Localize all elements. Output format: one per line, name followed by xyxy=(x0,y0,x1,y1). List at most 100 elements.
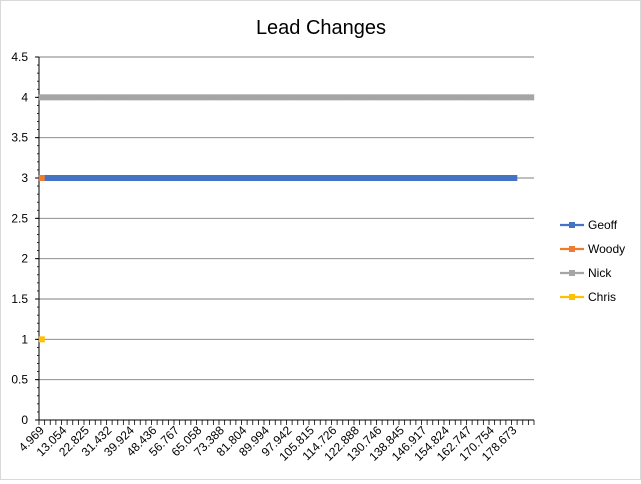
data-point xyxy=(140,94,147,101)
series-chris xyxy=(38,336,45,343)
data-point xyxy=(83,175,90,181)
data-point xyxy=(303,94,310,101)
data-point xyxy=(230,94,237,101)
data-point xyxy=(455,175,462,181)
data-point xyxy=(449,94,456,101)
data-point xyxy=(218,175,225,181)
legend-marker xyxy=(569,246,575,252)
data-point xyxy=(494,94,501,101)
data-point xyxy=(516,94,523,101)
chart-title: Lead Changes xyxy=(256,17,386,39)
data-point xyxy=(213,94,220,101)
data-point xyxy=(258,175,265,181)
y-tick-label: 4.5 xyxy=(11,50,28,64)
series-group xyxy=(38,94,535,343)
data-point xyxy=(505,175,512,181)
data-point xyxy=(303,175,310,181)
data-point xyxy=(280,175,287,181)
data-point xyxy=(263,94,270,101)
data-point xyxy=(471,94,478,101)
data-point xyxy=(308,94,315,101)
data-point xyxy=(269,175,276,181)
data-point xyxy=(246,175,253,181)
data-point xyxy=(89,94,96,101)
data-point xyxy=(145,175,152,181)
data-point xyxy=(156,94,163,101)
data-point xyxy=(426,175,433,181)
data-point xyxy=(61,94,68,101)
data-point xyxy=(505,94,512,101)
data-point xyxy=(95,175,102,181)
data-point xyxy=(275,94,282,101)
data-point xyxy=(443,175,450,181)
data-point xyxy=(381,175,388,181)
y-tick-label: 2.5 xyxy=(11,211,28,225)
data-point xyxy=(162,175,169,181)
data-point xyxy=(308,175,315,181)
data-point xyxy=(410,94,417,101)
data-point xyxy=(134,94,141,101)
data-point xyxy=(168,175,175,181)
legend-label: Chris xyxy=(588,290,616,304)
data-point xyxy=(336,94,343,101)
data-point xyxy=(280,94,287,101)
data-point xyxy=(258,94,265,101)
data-point xyxy=(365,94,372,101)
data-point xyxy=(404,94,411,101)
data-point xyxy=(128,175,135,181)
data-point xyxy=(432,175,439,181)
data-point xyxy=(365,175,372,181)
data-point xyxy=(348,175,355,181)
data-point xyxy=(477,175,484,181)
data-point xyxy=(331,94,338,101)
data-point xyxy=(151,175,158,181)
data-point xyxy=(230,175,237,181)
data-point xyxy=(224,175,231,181)
data-point xyxy=(275,175,282,181)
data-point xyxy=(78,94,85,101)
data-point xyxy=(325,94,332,101)
data-point xyxy=(117,175,124,181)
data-point xyxy=(314,94,321,101)
data-point xyxy=(500,175,507,181)
data-point xyxy=(72,94,79,101)
data-point xyxy=(50,175,57,181)
data-point xyxy=(128,94,135,101)
data-point xyxy=(134,175,141,181)
data-point xyxy=(426,94,433,101)
data-point xyxy=(218,94,225,101)
data-point xyxy=(123,94,130,101)
data-point xyxy=(421,94,428,101)
data-point xyxy=(44,94,51,101)
data-point xyxy=(370,94,377,101)
data-point xyxy=(72,175,79,181)
data-point xyxy=(38,175,45,181)
data-point xyxy=(455,94,462,101)
data-point xyxy=(106,94,113,101)
data-point xyxy=(483,94,490,101)
data-point xyxy=(528,94,535,101)
data-point xyxy=(44,175,51,181)
data-point xyxy=(376,94,383,101)
y-tick-label: 1 xyxy=(21,332,28,346)
data-point xyxy=(263,175,270,181)
data-point xyxy=(190,94,197,101)
data-point xyxy=(466,175,473,181)
data-point xyxy=(291,94,298,101)
data-point xyxy=(66,94,73,101)
legend-item-nick: Nick xyxy=(560,266,612,280)
data-point xyxy=(415,175,422,181)
legend-marker xyxy=(569,222,575,228)
data-point xyxy=(466,94,473,101)
legend-item-chris: Chris xyxy=(560,290,616,304)
data-point xyxy=(145,94,152,101)
data-point xyxy=(342,175,349,181)
data-point xyxy=(50,94,57,101)
data-point xyxy=(117,94,124,101)
data-point xyxy=(353,94,360,101)
data-point xyxy=(314,175,321,181)
data-point xyxy=(190,175,197,181)
data-point xyxy=(252,175,259,181)
